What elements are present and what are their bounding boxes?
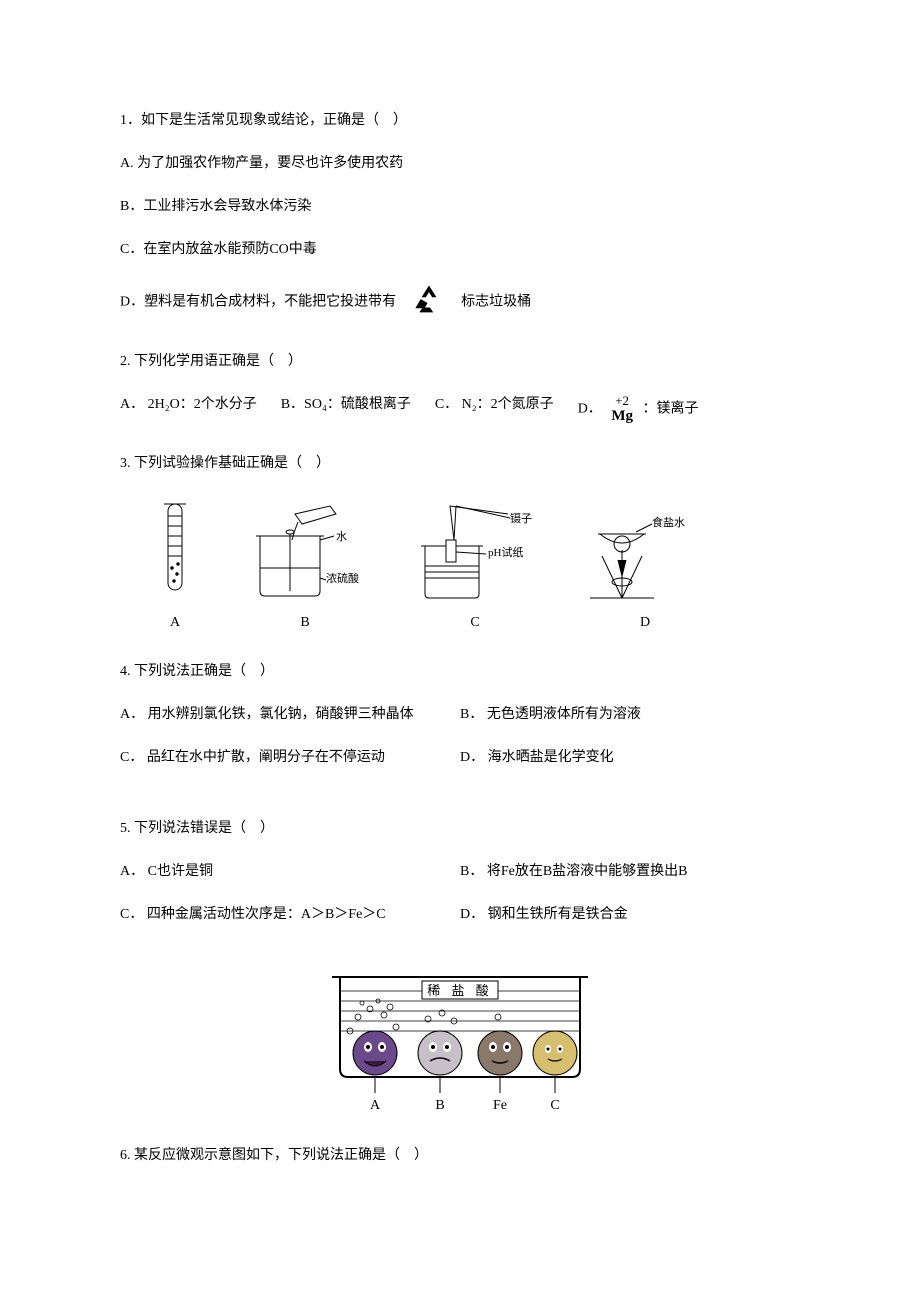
mg-symbol: Mg xyxy=(611,408,633,425)
q3-fig-b: 水 浓硫酸 B xyxy=(240,496,370,633)
question-4: 4. 下列说法正确是（ ） A． 用水辨别氯化铁，氯化钠，硝酸钾三种晶体 B． … xyxy=(120,661,800,790)
q5-beaker-title: 稀 盐 酸 xyxy=(427,983,493,998)
question-5: 5. 下列说法错误是（ ） A． C也许是铜 B． 将Fe放在B盐溶液中能够置换… xyxy=(120,818,800,1117)
q4-option-d: D． 海水晒盐是化学变化 xyxy=(460,747,800,768)
recycle-icon xyxy=(412,282,446,323)
q3-b-label: B xyxy=(300,612,309,633)
q2-option-c: C． N₂：2个氮原子 xyxy=(435,394,554,425)
q3-fig-d: 食盐水 D xyxy=(580,496,710,633)
q6-stem: 6. 某反应微观示意图如下，下列说法正确是（ ） xyxy=(120,1145,800,1166)
exam-page: 1．如下是生活常见现象或结论，正确是（ ） A. 为了加强农作物产量，要尽也许多… xyxy=(0,0,920,1254)
q2-options: A． 2H₂O：2个水分子 B．SO₄：硫酸根离子 C． N₂：2个氮原子 D．… xyxy=(120,394,800,425)
q1-option-c: C．在室内放盆水能预防CO中毒 xyxy=(120,239,800,260)
q1-option-d: D．塑料是有机合成材料，不能把它投进带有 标志垃圾桶 xyxy=(120,282,800,323)
metal-fe xyxy=(478,1014,522,1075)
metal-a xyxy=(347,999,399,1075)
q4-option-b: B． 无色透明液体所有为溶液 xyxy=(460,704,800,725)
metal-c xyxy=(533,1031,577,1075)
question-6: 6. 某反应微观示意图如下，下列说法正确是（ ） xyxy=(120,1145,800,1166)
q5-label-a: A xyxy=(370,1098,381,1113)
q3-c-chop: 镊子 xyxy=(510,512,532,525)
q5-option-a: A． C也许是铜 xyxy=(120,861,460,882)
evaporation-icon: 食盐水 xyxy=(580,496,710,606)
q4-options: A． 用水辨别氯化铁，氯化钠，硝酸钾三种晶体 B． 无色透明液体所有为溶液 C．… xyxy=(120,704,800,790)
mg-charge: +2 xyxy=(611,394,633,408)
q2-option-d: D． +2 Mg ：镁离子 xyxy=(578,394,699,425)
question-1: 1．如下是生活常见现象或结论，正确是（ ） A. 为了加强农作物产量，要尽也许多… xyxy=(120,110,800,323)
ph-test-icon: 镊子 pH试纸 xyxy=(410,496,540,606)
question-2: 2. 下列化学用语正确是（ ） A． 2H₂O：2个水分子 B．SO₄：硫酸根离… xyxy=(120,351,800,425)
q4-option-c: C． 品红在水中扩散，阐明分子在不停运动 xyxy=(120,747,460,768)
q3-b-water: 水 xyxy=(336,530,347,543)
metal-b xyxy=(418,1010,462,1075)
dilution-icon: 水 浓硫酸 xyxy=(240,496,370,606)
q3-fig-c: 镊子 pH试纸 C xyxy=(410,496,540,633)
metal-activity-beaker-icon: 稀 盐 酸 xyxy=(300,957,620,1117)
q5-beaker-figure: 稀 盐 酸 xyxy=(120,957,800,1117)
q3-figures: A 水 浓硫酸 xyxy=(150,496,800,633)
q3-stem: 3. 下列试验操作基础正确是（ ） xyxy=(120,453,800,474)
q1-d-pre: D．塑料是有机合成材料，不能把它投进带有 xyxy=(120,295,396,310)
q5-label-fe: Fe xyxy=(493,1098,507,1113)
q3-a-label: A xyxy=(170,612,180,633)
q5-option-b: B． 将Fe放在B盐溶液中能够置换出B xyxy=(460,861,800,882)
q1-option-b: B．工业排污水会导致水体污染 xyxy=(120,196,800,217)
q2-stem: 2. 下列化学用语正确是（ ） xyxy=(120,351,800,372)
q5-label-b: B xyxy=(435,1098,444,1113)
q5-label-c: C xyxy=(550,1098,559,1113)
q2-d-post: ：镁离子 xyxy=(642,402,698,417)
q4-option-a: A． 用水辨别氯化铁，氯化钠，硝酸钾三种晶体 xyxy=(120,704,460,725)
q1-stem: 1．如下是生活常见现象或结论，正确是（ ） xyxy=(120,110,800,131)
q3-b-acid: 浓硫酸 xyxy=(326,571,359,585)
q4-stem: 4. 下列说法正确是（ ） xyxy=(120,661,800,682)
q3-c-label: C xyxy=(470,612,479,633)
q5-options: A． C也许是铜 B． 将Fe放在B盐溶液中能够置换出B C． 四种金属活动性次… xyxy=(120,861,800,947)
q2-d-pre: D． xyxy=(578,402,602,417)
q2-option-b: B．SO₄：硫酸根离子 xyxy=(281,394,411,425)
q3-d-label: D xyxy=(640,612,650,633)
q5-stem: 5. 下列说法错误是（ ） xyxy=(120,818,800,839)
mg-notation-icon: +2 Mg xyxy=(611,394,633,425)
question-3: 3. 下列试验操作基础正确是（ ） xyxy=(120,453,800,633)
q1-d-post: 标志垃圾桶 xyxy=(461,295,531,310)
q3-fig-a: A xyxy=(150,496,200,633)
q5-option-d: D． 钢和生铁所有是铁合金 xyxy=(460,904,800,925)
q1-option-a: A. 为了加强农作物产量，要尽也许多使用农药 xyxy=(120,153,800,174)
q3-d-salt: 食盐水 xyxy=(652,515,685,529)
q3-c-paper: pH试纸 xyxy=(488,546,523,559)
test-tube-icon xyxy=(150,496,200,606)
q5-option-c: C． 四种金属活动性次序是：A＞B＞Fe＞C xyxy=(120,904,460,925)
q2-option-a: A． 2H₂O：2个水分子 xyxy=(120,394,257,425)
